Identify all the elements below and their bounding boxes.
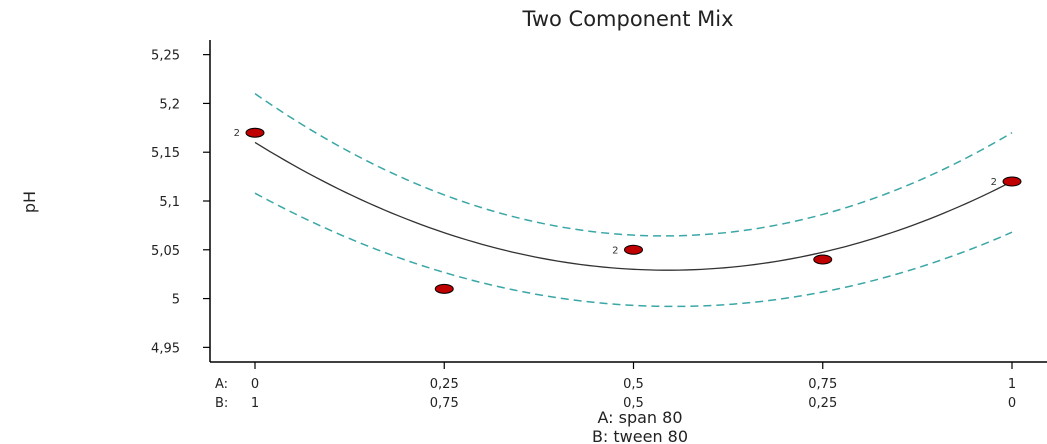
replicate-label: 2 bbox=[991, 177, 997, 188]
x-axis-label-a: A: span 80 bbox=[597, 408, 682, 427]
fit-curve bbox=[254, 141, 1013, 271]
x-row-label-b: B: bbox=[215, 396, 228, 411]
data-point bbox=[434, 283, 454, 294]
y-tick-label: 5,15 bbox=[151, 146, 180, 161]
replicate-label: 2 bbox=[612, 245, 618, 256]
y-tick-label: 5,1 bbox=[159, 195, 180, 210]
y-axis-ticks: 4,95 5 5,05 5,1 5,15 5,2 5,25 bbox=[151, 49, 210, 356]
x-tick-label-b: 0 bbox=[1008, 396, 1016, 411]
ci-lower-curve bbox=[254, 192, 1013, 308]
x-tick-label-b: 0,75 bbox=[430, 396, 459, 411]
x-tick-label-a: 1 bbox=[1008, 377, 1016, 392]
x-tick-label-b: 1 bbox=[251, 396, 259, 411]
y-tick-label: 5 bbox=[172, 293, 180, 308]
plot-area bbox=[209, 40, 1047, 363]
data-point bbox=[624, 244, 643, 255]
x-tick-label-a: 0,75 bbox=[808, 377, 837, 392]
data-point bbox=[1002, 176, 1022, 187]
x-row-label-a: A: bbox=[215, 377, 228, 392]
data-point bbox=[813, 254, 833, 265]
data-points: 2 2 2 bbox=[234, 127, 1022, 294]
y-tick-label: 5,25 bbox=[151, 49, 180, 64]
y-tick-label: 5,2 bbox=[159, 97, 180, 112]
ci-upper-curve bbox=[254, 93, 1013, 237]
x-tick-label-b: 0,25 bbox=[808, 396, 837, 411]
y-axis-label: pH bbox=[20, 191, 39, 213]
x-tick-label-a: 0 bbox=[251, 377, 259, 392]
chart-title: Two Component Mix bbox=[521, 7, 733, 31]
data-point bbox=[245, 127, 265, 138]
y-tick-label: 5,05 bbox=[151, 244, 180, 259]
replicate-label: 2 bbox=[234, 128, 240, 139]
x-tick-label-a: 0,25 bbox=[430, 377, 459, 392]
x-axis-label-b: B: tween 80 bbox=[592, 427, 688, 444]
x-tick-label-b: 0,5 bbox=[623, 396, 644, 411]
x-axis-ticks: 0 1 0,25 0,75 0,5 0,5 0,75 0,25 1 0 bbox=[251, 362, 1016, 411]
y-tick-label: 4,95 bbox=[151, 341, 180, 356]
x-tick-label-a: 0,5 bbox=[623, 377, 644, 392]
